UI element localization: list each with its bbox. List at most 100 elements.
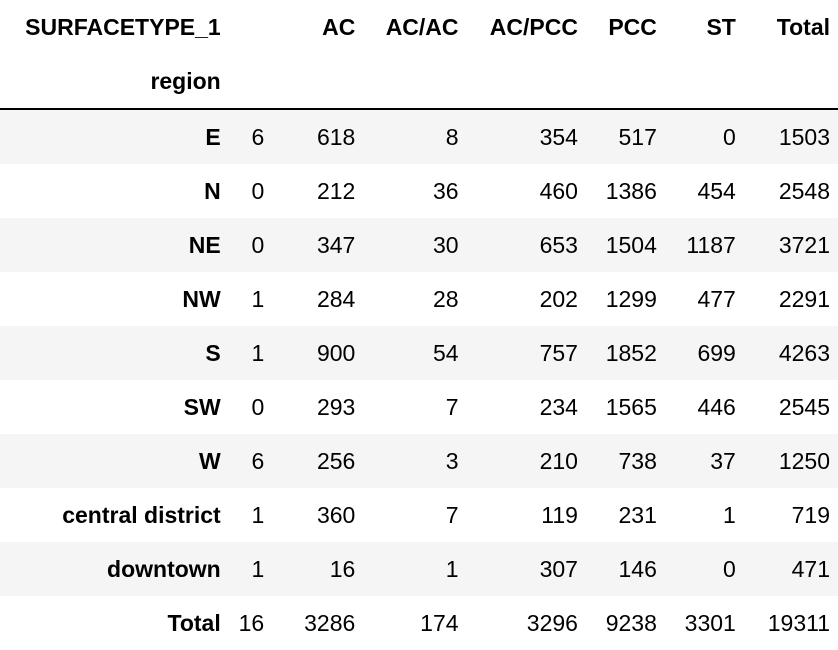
index-name-row: region bbox=[0, 54, 838, 110]
table-cell: 119 bbox=[541, 502, 578, 528]
column-header: AC bbox=[322, 14, 356, 40]
table-cell: 212 bbox=[316, 178, 356, 204]
table-cell: 7 bbox=[445, 394, 459, 420]
table-cell: 1504 bbox=[605, 232, 657, 258]
table-cell: 454 bbox=[697, 178, 736, 204]
table-cell: 1250 bbox=[778, 448, 830, 474]
table-cell: 699 bbox=[697, 340, 736, 366]
table-row: E 6 618 8 354 517 0 1503 bbox=[0, 109, 838, 164]
column-header: PCC bbox=[608, 14, 657, 40]
table-cell: 231 bbox=[618, 502, 657, 528]
table-cell: 738 bbox=[618, 448, 657, 474]
table-cell: 347 bbox=[316, 232, 356, 258]
empty-header-cell bbox=[743, 54, 838, 110]
columns-level-label: SURFACETYPE_1 bbox=[25, 14, 221, 40]
empty-header-cell bbox=[272, 54, 364, 110]
table-body: E 6 618 8 354 517 0 1503 N 0 212 36 460 1386 454 2548 NE… bbox=[0, 109, 838, 650]
table-row: W 6 256 3 210 738 37 1250 bbox=[0, 434, 838, 488]
table-cell: 16 bbox=[238, 610, 265, 636]
table-cell: 1 bbox=[445, 556, 459, 582]
table-cell: 0 bbox=[723, 556, 736, 582]
table-cell: 36 bbox=[432, 178, 459, 204]
table-cell: 30 bbox=[432, 232, 459, 258]
table-cell: 3721 bbox=[778, 232, 830, 258]
table-cell: 2545 bbox=[778, 394, 830, 420]
table-cell: 1 bbox=[251, 556, 265, 582]
table-cell: 2548 bbox=[778, 178, 830, 204]
row-label: W bbox=[199, 448, 221, 474]
table-cell: 1 bbox=[251, 340, 265, 366]
empty-header-cell bbox=[466, 54, 586, 110]
row-label: downtown bbox=[107, 556, 221, 582]
column-header: AC/PCC bbox=[489, 14, 578, 40]
table-row: NW 1 284 28 202 1299 477 2291 bbox=[0, 272, 838, 326]
table-cell: 360 bbox=[316, 502, 356, 528]
table-cell: 293 bbox=[316, 394, 356, 420]
table-header: SURFACETYPE_1 AC AC/AC AC/PCC PCC ST Tot… bbox=[0, 0, 838, 110]
table-cell: 234 bbox=[539, 394, 578, 420]
table-row: central district 1 360 7 119 231 1 719 bbox=[0, 488, 838, 542]
row-label: NW bbox=[182, 286, 221, 312]
table-cell: 3 bbox=[445, 448, 459, 474]
table-cell: 37 bbox=[710, 448, 736, 474]
table-cell: 54 bbox=[432, 340, 459, 366]
table-cell: 1 bbox=[251, 502, 265, 528]
table-cell: 446 bbox=[697, 394, 736, 420]
table-cell: 6 bbox=[251, 448, 265, 474]
table-cell: 1 bbox=[723, 502, 736, 528]
empty-header-cell bbox=[664, 54, 744, 110]
table-cell: 1 bbox=[251, 286, 265, 312]
table-cell: 6 bbox=[251, 124, 265, 150]
index-level-label: region bbox=[0, 54, 229, 110]
table-cell: 210 bbox=[539, 448, 578, 474]
table-cell: 174 bbox=[420, 610, 459, 636]
row-label: NE bbox=[188, 232, 221, 258]
table-cell: 900 bbox=[316, 340, 356, 366]
table-cell: 7 bbox=[445, 502, 459, 528]
table-cell: 1187 bbox=[686, 232, 736, 258]
table-row: N 0 212 36 460 1386 454 2548 bbox=[0, 164, 838, 218]
table-cell: 1386 bbox=[605, 178, 657, 204]
empty-header-cell bbox=[363, 54, 467, 110]
row-label: Total bbox=[167, 610, 221, 636]
table-cell: 2291 bbox=[778, 286, 830, 312]
table-row: SW 0 293 7 234 1565 446 2545 bbox=[0, 380, 838, 434]
table-cell: 256 bbox=[316, 448, 356, 474]
table-cell: 1503 bbox=[778, 124, 830, 150]
empty-header-cell bbox=[585, 54, 665, 110]
row-label: central district bbox=[62, 502, 221, 528]
column-header: ST bbox=[706, 14, 736, 40]
table-cell: 471 bbox=[791, 556, 830, 582]
table-cell: 202 bbox=[539, 286, 578, 312]
table-cell: 618 bbox=[316, 124, 356, 150]
table-row: NE 0 347 30 653 1504 1187 3721 bbox=[0, 218, 838, 272]
table-cell: 1565 bbox=[605, 394, 657, 420]
row-label: S bbox=[205, 340, 221, 366]
table-cell: 0 bbox=[251, 178, 265, 204]
table-cell: 16 bbox=[329, 556, 356, 582]
table-cell: 284 bbox=[316, 286, 356, 312]
column-header: AC/AC bbox=[385, 14, 459, 40]
column-header bbox=[229, 0, 273, 54]
table-cell: 460 bbox=[539, 178, 578, 204]
table-cell: 3301 bbox=[684, 610, 736, 636]
table-cell: 719 bbox=[791, 502, 830, 528]
table-cell: 19311 bbox=[767, 610, 830, 636]
table-cell: 3286 bbox=[304, 610, 356, 636]
table-row: downtown 1 16 1 307 146 0 471 bbox=[0, 542, 838, 596]
table-cell: 9238 bbox=[605, 610, 657, 636]
column-header: Total bbox=[776, 14, 830, 40]
table-cell: 146 bbox=[618, 556, 657, 582]
table-cell: 1852 bbox=[605, 340, 657, 366]
row-label: SW bbox=[183, 394, 221, 420]
table-cell: 0 bbox=[723, 124, 736, 150]
table-cell: 1299 bbox=[605, 286, 657, 312]
table-cell: 757 bbox=[539, 340, 578, 366]
table-cell: 28 bbox=[432, 286, 459, 312]
empty-header-cell bbox=[228, 54, 273, 110]
column-header-row: SURFACETYPE_1 AC AC/AC AC/PCC PCC ST Tot… bbox=[0, 0, 838, 54]
table-cell: 653 bbox=[539, 232, 578, 258]
table-row: S 1 900 54 757 1852 699 4263 bbox=[0, 326, 838, 380]
table-cell: 0 bbox=[251, 394, 265, 420]
